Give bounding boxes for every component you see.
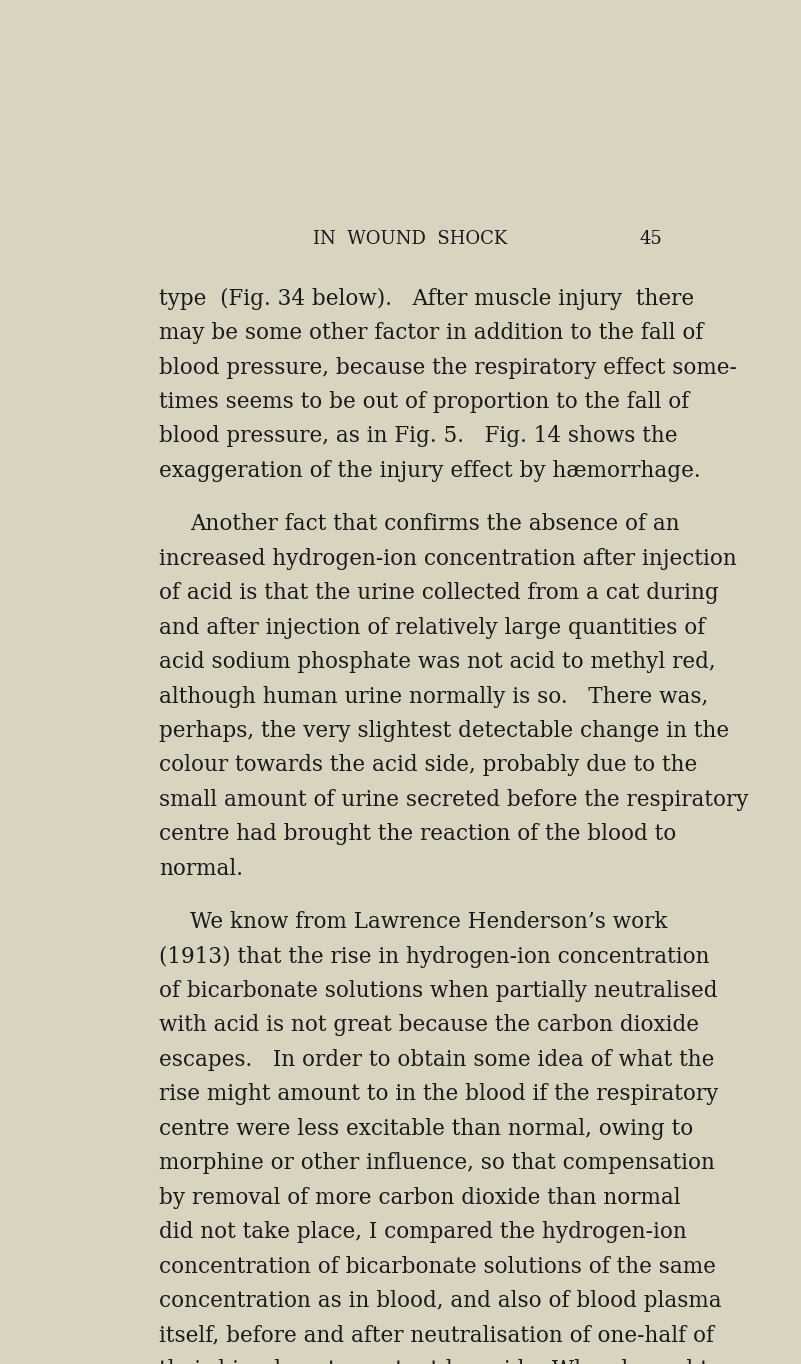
- Text: concentration of bicarbonate solutions of the same: concentration of bicarbonate solutions o…: [159, 1256, 716, 1278]
- Text: perhaps, the very slightest detectable change in the: perhaps, the very slightest detectable c…: [159, 720, 729, 742]
- Text: centre had brought the reaction of the blood to: centre had brought the reaction of the b…: [159, 824, 676, 846]
- Text: concentration as in blood, and also of blood plasma: concentration as in blood, and also of b…: [159, 1290, 722, 1312]
- Text: times seems to be out of proportion to the fall of: times seems to be out of proportion to t…: [159, 391, 690, 413]
- Text: with acid is not great because the carbon dioxide: with acid is not great because the carbo…: [159, 1015, 699, 1037]
- Text: although human urine normally is so.   There was,: although human urine normally is so. The…: [159, 686, 708, 708]
- Text: blood pressure, because the respiratory effect some-: blood pressure, because the respiratory …: [159, 356, 737, 379]
- Text: acid sodium phosphate was not acid to methyl red,: acid sodium phosphate was not acid to me…: [159, 651, 716, 672]
- Text: itself, before and after neutralisation of one-half of: itself, before and after neutralisation …: [159, 1324, 714, 1346]
- Text: exaggeration of the injury effect by hæmorrhage.: exaggeration of the injury effect by hæm…: [159, 460, 701, 481]
- Text: morphine or other influence, so that compensation: morphine or other influence, so that com…: [159, 1153, 715, 1174]
- Text: type  (Fig. 34 below).   After muscle injury  there: type (Fig. 34 below). After muscle injur…: [159, 288, 694, 310]
- Text: centre were less excitable than normal, owing to: centre were less excitable than normal, …: [159, 1118, 694, 1140]
- Text: Another fact that confirms the absence of an: Another fact that confirms the absence o…: [190, 513, 680, 535]
- Text: 45: 45: [639, 231, 662, 248]
- Text: rise might amount to in the blood if the respiratory: rise might amount to in the blood if the…: [159, 1083, 718, 1105]
- Text: may be some other factor in addition to the fall of: may be some other factor in addition to …: [159, 322, 703, 344]
- Text: colour towards the acid side, probably due to the: colour towards the acid side, probably d…: [159, 754, 698, 776]
- Text: We know from Lawrence Henderson’s work: We know from Lawrence Henderson’s work: [190, 911, 668, 933]
- Text: did not take place, I compared the hydrogen-ion: did not take place, I compared the hydro…: [159, 1221, 686, 1243]
- Text: blood pressure, as in Fig. 5.   Fig. 14 shows the: blood pressure, as in Fig. 5. Fig. 14 sh…: [159, 426, 678, 447]
- Text: of bicarbonate solutions when partially neutralised: of bicarbonate solutions when partially …: [159, 981, 718, 1003]
- Text: their bicarbonate content by acid.   When brought: their bicarbonate content by acid. When …: [159, 1359, 709, 1364]
- Text: escapes.   In order to obtain some idea of what the: escapes. In order to obtain some idea of…: [159, 1049, 714, 1071]
- Text: increased hydrogen-ion concentration after injection: increased hydrogen-ion concentration aft…: [159, 548, 737, 570]
- Text: IN  WOUND  SHOCK: IN WOUND SHOCK: [313, 231, 508, 248]
- Text: by removal of more carbon dioxide than normal: by removal of more carbon dioxide than n…: [159, 1187, 681, 1209]
- Text: small amount of urine secreted before the respiratory: small amount of urine secreted before th…: [159, 788, 749, 810]
- Text: (1913) that the rise in hydrogen-ion concentration: (1913) that the rise in hydrogen-ion con…: [159, 945, 710, 967]
- Text: of acid is that the urine collected from a cat during: of acid is that the urine collected from…: [159, 582, 718, 604]
- Text: and after injection of relatively large quantities of: and after injection of relatively large …: [159, 617, 706, 638]
- Text: normal.: normal.: [159, 858, 243, 880]
